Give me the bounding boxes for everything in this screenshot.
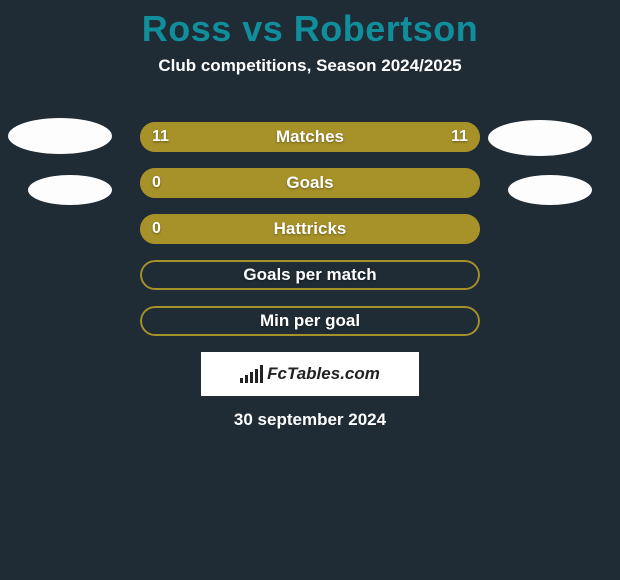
stat-label: Goals per match (140, 260, 480, 290)
logo-bar-icon (250, 372, 253, 383)
logo-bar-icon (260, 365, 263, 383)
stat-bar: Hattricks (140, 214, 480, 244)
logo-bar-icon (240, 378, 243, 383)
stat-label: Min per goal (140, 306, 480, 336)
player-avatar-left (28, 175, 112, 205)
page-title: Ross vs Robertson (0, 0, 620, 50)
bar-border (140, 260, 480, 290)
comparison-infographic: Ross vs Robertson Club competitions, Sea… (0, 0, 620, 580)
subtitle: Club competitions, Season 2024/2025 (0, 56, 620, 76)
stat-value-left: 0 (152, 214, 161, 244)
logo: FcTables.com (240, 364, 380, 384)
logo-bars-icon (240, 365, 263, 383)
logo-text: FcTables.com (267, 364, 380, 384)
logo-bar-icon (255, 369, 258, 383)
stat-row: Hattricks0 (0, 214, 620, 260)
player-avatar-right (508, 175, 592, 205)
logo-box: FcTables.com (201, 352, 419, 396)
stat-bar: Matches (140, 122, 480, 152)
player-avatar-right (488, 120, 592, 156)
bar-fill-left (140, 168, 480, 198)
stat-value-right: 11 (451, 122, 468, 152)
player-avatar-left (8, 118, 112, 154)
logo-bar-icon (245, 375, 248, 383)
stat-rows: Matches1111Goals0Hattricks0Goals per mat… (0, 122, 620, 352)
bar-border (140, 306, 480, 336)
stat-row: Goals per match (0, 260, 620, 306)
stat-value-left: 11 (152, 122, 169, 152)
stat-value-left: 0 (152, 168, 161, 198)
stat-row: Min per goal (0, 306, 620, 352)
stat-bar: Goals per match (140, 260, 480, 290)
stat-bar: Min per goal (140, 306, 480, 336)
stat-bar: Goals (140, 168, 480, 198)
bar-fill-left (140, 214, 480, 244)
date-line: 30 september 2024 (0, 410, 620, 430)
